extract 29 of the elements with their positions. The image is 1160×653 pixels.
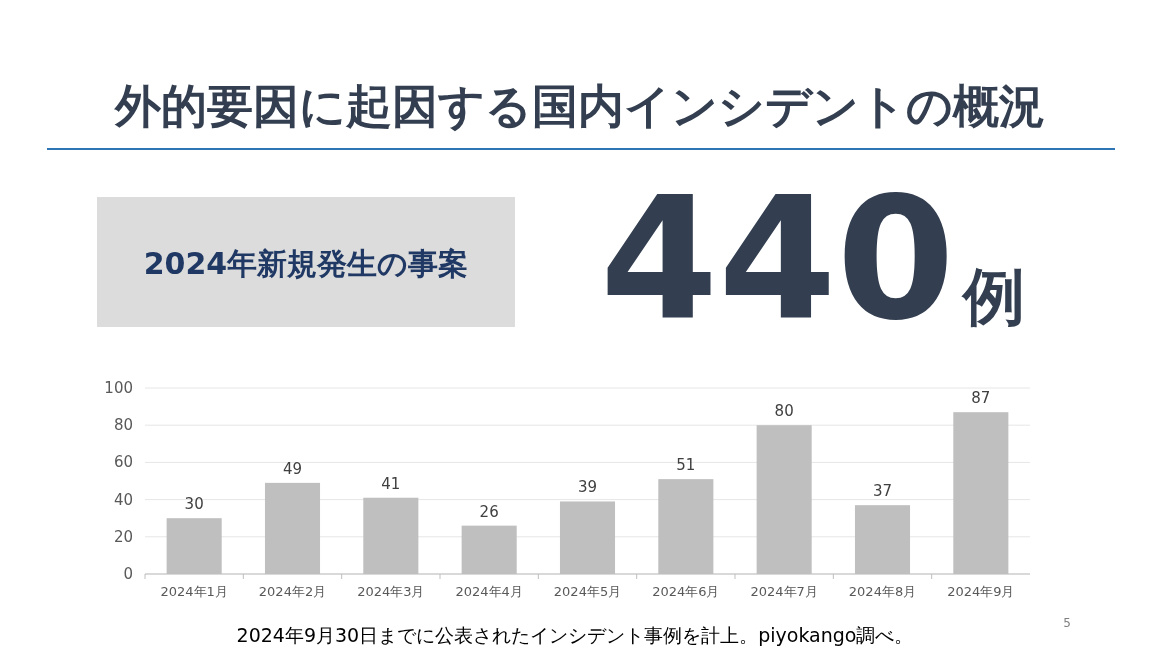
x-tick-label: 2024年4月 (455, 584, 523, 599)
y-tick-label: 100 (104, 379, 133, 397)
data-label: 51 (676, 456, 696, 475)
data-label: 80 (774, 402, 794, 421)
text: 5 (1063, 616, 1071, 630)
y-tick-label: 0 (123, 565, 133, 583)
x-tick-label: 2024年5月 (553, 584, 622, 599)
data-label: 39 (577, 478, 598, 497)
x-tick-label: 2024年7月 (750, 584, 818, 599)
y-tick-label: 40 (113, 490, 133, 509)
data-label: 26 (479, 502, 499, 521)
data-label: 30 (184, 495, 204, 514)
x-tick-label: 2024年1月 (160, 584, 228, 599)
text: 440例 (600, 160, 1025, 358)
chart-title: 外的要因に起因する国内インシデントの概況 (113, 79, 1045, 133)
y-tick-label: 80 (113, 416, 133, 435)
x-tick-label: 2024年3月 (357, 584, 425, 599)
text: 2024年新規発生の事案 (143, 246, 469, 281)
data-label: 49 (282, 459, 303, 478)
x-tick-label: 2024年6月 (652, 584, 720, 599)
y-tick-label: 60 (113, 453, 133, 472)
data-label: 37 (872, 482, 893, 501)
data-label: 41 (381, 474, 401, 493)
text: 2024年9月30日までに公表されたインシデント事例を計上。piyokango調べ。 (236, 624, 914, 646)
x-tick-label: 2024年9月 (947, 584, 1015, 599)
data-label: 87 (971, 389, 991, 408)
x-tick-label: 2024年8月 (848, 584, 917, 599)
x-tick-label: 2024年2月 (258, 584, 327, 599)
y-tick-label: 20 (113, 527, 133, 546)
